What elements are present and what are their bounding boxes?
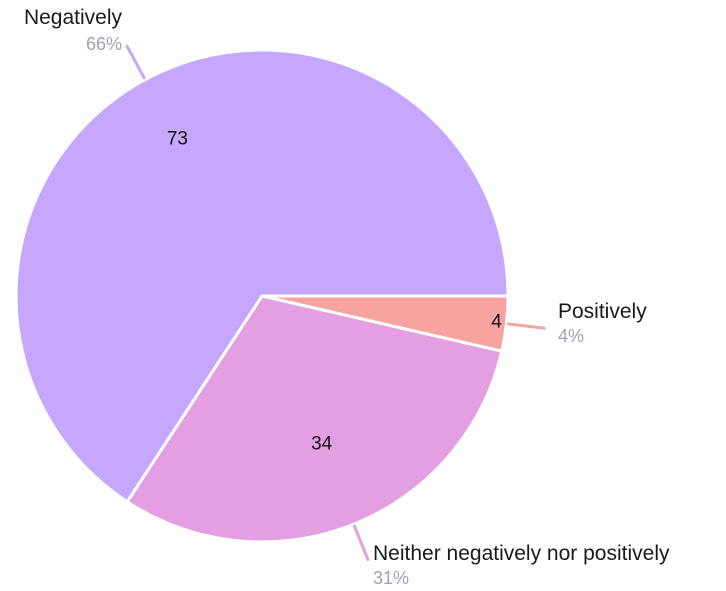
leader-line-positively [506,322,546,330]
slice-category-label-negatively: Negatively [24,6,123,29]
labels-layer: 4 Positively 4% 34 Neither negatively nor po… [24,6,670,588]
pie-slice-neither-negatively-nor-positively [125,294,504,544]
slices-layer [14,48,510,544]
slice-value-label-negatively: 73 [167,128,188,149]
slice-category-label-positively: Positively [558,300,647,323]
slice-percent-label-neither-negatively-nor-positively: 31% [373,568,409,586]
slice-value-label-positively: 4 [491,312,502,333]
slice-percent-label-negatively: 66% [86,34,122,54]
leader-line-neither-negatively-nor-positively [352,524,370,562]
slice-percent-label-positively: 4% [558,326,584,346]
pie-slice-negatively [14,48,510,504]
slice-category-label-neither-negatively-nor-positively: Neither negatively nor positively [373,542,670,565]
leader-line-negatively [125,44,146,80]
slice-value-label-neither-negatively-nor-positively: 34 [311,433,333,454]
